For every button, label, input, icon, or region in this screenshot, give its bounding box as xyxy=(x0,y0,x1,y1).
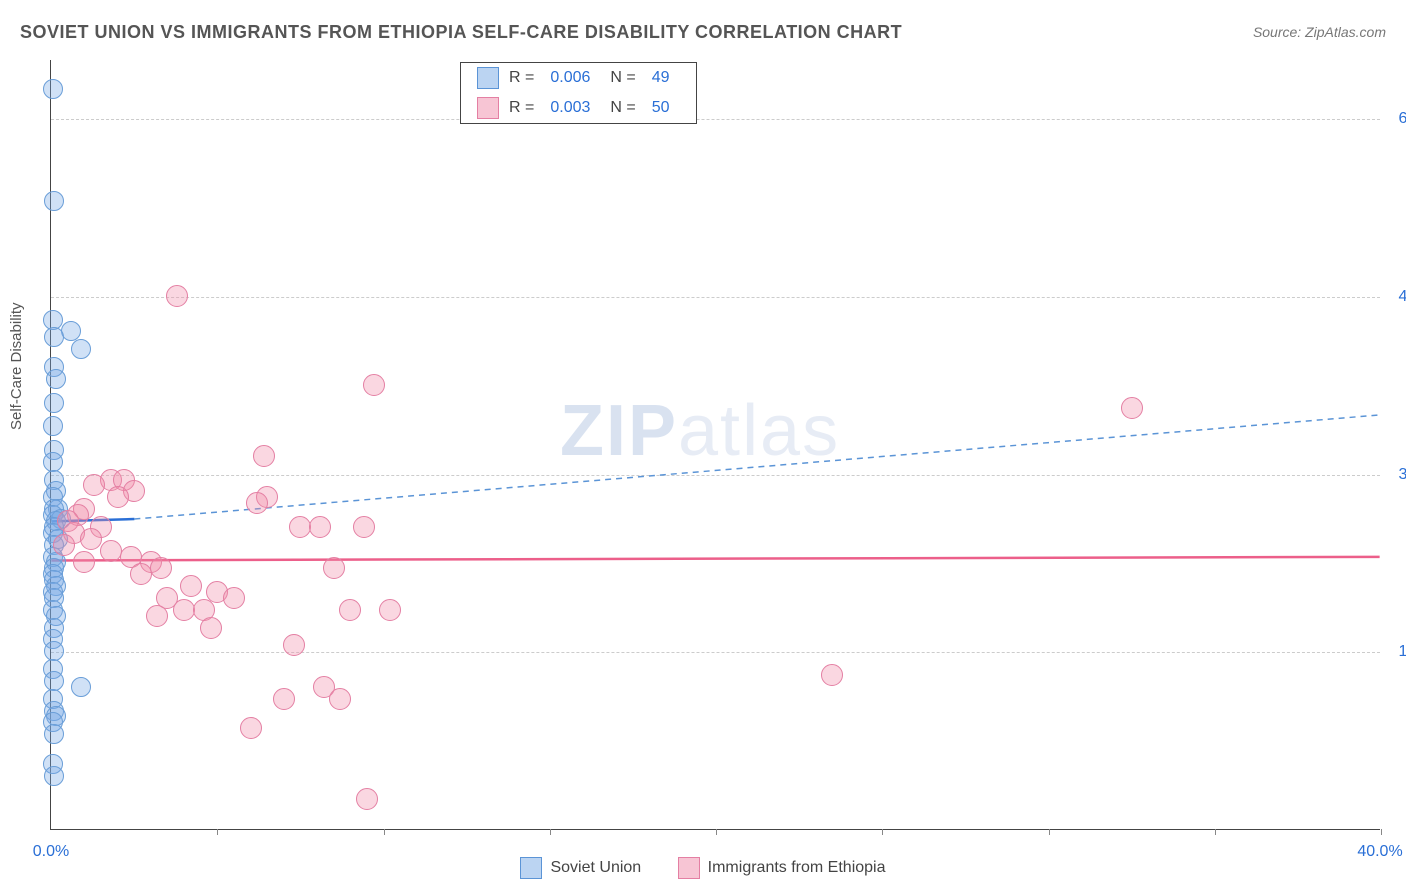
data-point-pink xyxy=(150,557,172,579)
data-point-blue xyxy=(43,416,63,436)
legend-series: Soviet Union Immigrants from Ethiopia xyxy=(0,857,1406,884)
data-point-pink xyxy=(339,599,361,621)
data-point-blue xyxy=(44,393,64,413)
data-point-blue xyxy=(44,724,64,744)
data-point-pink xyxy=(246,492,268,514)
data-point-pink xyxy=(353,516,375,538)
data-point-blue xyxy=(71,677,91,697)
data-point-pink xyxy=(821,664,843,686)
x-tick-mark xyxy=(550,829,551,835)
trend-lines xyxy=(51,60,1380,829)
legend-stats-row-blue: R = 0.006 N = 49 xyxy=(461,63,696,93)
data-point-blue xyxy=(44,191,64,211)
data-point-pink xyxy=(273,688,295,710)
source-text: Source: ZipAtlas.com xyxy=(1253,24,1386,40)
data-point-blue xyxy=(71,339,91,359)
x-tick-mark xyxy=(1215,829,1216,835)
data-point-blue xyxy=(46,369,66,389)
data-point-blue xyxy=(44,327,64,347)
y-tick-label: 1.5% xyxy=(1385,643,1406,661)
n-value-pink: 50 xyxy=(652,99,670,117)
x-tick-mark xyxy=(716,829,717,835)
r-value-blue: 0.006 xyxy=(550,69,590,87)
legend-item-blue: Soviet Union xyxy=(520,857,641,879)
data-point-pink xyxy=(309,516,331,538)
n-label: N = xyxy=(610,69,635,87)
chart-title: SOVIET UNION VS IMMIGRANTS FROM ETHIOPIA… xyxy=(20,22,902,43)
gridline-h xyxy=(51,297,1380,298)
legend-label-blue: Soviet Union xyxy=(550,859,641,877)
data-point-pink xyxy=(73,551,95,573)
y-tick-label: 6.0% xyxy=(1385,110,1406,128)
legend-label-pink: Immigrants from Ethiopia xyxy=(708,859,886,877)
data-point-pink xyxy=(53,534,75,556)
data-point-pink xyxy=(200,617,222,639)
data-point-pink xyxy=(289,516,311,538)
r-label: R = xyxy=(509,99,534,117)
scatter-plot: 0.0% 40.0% 1.5%3.0%4.5%6.0% xyxy=(50,60,1380,830)
legend-item-pink: Immigrants from Ethiopia xyxy=(678,857,886,879)
x-tick-mark xyxy=(1049,829,1050,835)
n-label: N = xyxy=(610,99,635,117)
y-axis-label: Self-Care Disability xyxy=(8,302,25,430)
data-point-pink xyxy=(223,587,245,609)
x-tick-mark xyxy=(1381,829,1382,835)
data-point-pink xyxy=(130,563,152,585)
data-point-pink xyxy=(180,575,202,597)
gridline-h xyxy=(51,652,1380,653)
data-point-pink xyxy=(80,528,102,550)
data-point-pink xyxy=(83,474,105,496)
data-point-pink xyxy=(107,486,129,508)
swatch-pink-icon xyxy=(678,857,700,879)
gridline-h xyxy=(51,475,1380,476)
data-point-blue xyxy=(44,766,64,786)
data-point-pink xyxy=(363,374,385,396)
data-point-pink xyxy=(166,285,188,307)
data-point-pink xyxy=(329,688,351,710)
r-label: R = xyxy=(509,69,534,87)
x-tick-mark xyxy=(217,829,218,835)
data-point-pink xyxy=(240,717,262,739)
data-point-pink xyxy=(379,599,401,621)
data-point-blue xyxy=(43,79,63,99)
swatch-blue-icon xyxy=(477,67,499,89)
data-point-pink xyxy=(356,788,378,810)
legend-stats: R = 0.006 N = 49 R = 0.003 N = 50 xyxy=(460,62,697,124)
n-value-blue: 49 xyxy=(652,69,670,87)
data-point-pink xyxy=(1121,397,1143,419)
data-point-pink xyxy=(146,605,168,627)
data-point-pink xyxy=(100,540,122,562)
x-tick-mark xyxy=(882,829,883,835)
data-point-pink xyxy=(283,634,305,656)
swatch-pink-icon xyxy=(477,97,499,119)
data-point-pink xyxy=(173,599,195,621)
data-point-pink xyxy=(323,557,345,579)
r-value-pink: 0.003 xyxy=(550,99,590,117)
swatch-blue-icon xyxy=(520,857,542,879)
x-tick-mark xyxy=(384,829,385,835)
gridline-h xyxy=(51,119,1380,120)
data-point-pink xyxy=(253,445,275,467)
y-tick-label: 4.5% xyxy=(1385,288,1406,306)
y-tick-label: 3.0% xyxy=(1385,466,1406,484)
legend-stats-row-pink: R = 0.003 N = 50 xyxy=(461,93,696,123)
